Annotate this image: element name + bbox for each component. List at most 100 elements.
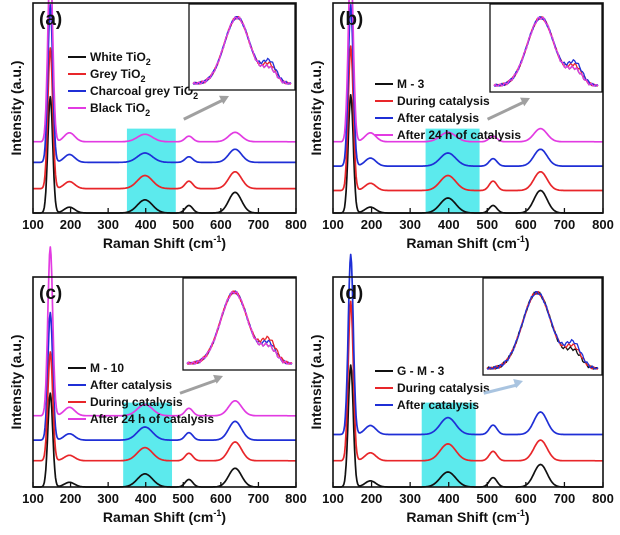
x-tick-label: 400 bbox=[438, 491, 460, 506]
inset-series-line bbox=[493, 16, 599, 87]
chart-panel-c: 100 200 300 400 500 600 700 800 Raman Shift (cm-… bbox=[8, 246, 307, 525]
chart-panel-a: 100 200 300 400 500 600 700 800 Raman Shift (cm-… bbox=[8, 0, 307, 251]
inset-series-line bbox=[186, 291, 293, 365]
series-line bbox=[332, 253, 604, 436]
highlight-region bbox=[123, 402, 173, 487]
legend-label: During catalysis bbox=[397, 381, 490, 395]
series-line bbox=[32, 0, 297, 143]
x-tick-label: 200 bbox=[361, 491, 383, 506]
x-tick-label: 600 bbox=[515, 217, 537, 232]
x-tick-label: 700 bbox=[248, 491, 270, 506]
legend-label: M - 10 bbox=[90, 361, 124, 375]
panel-label: (c) bbox=[39, 283, 62, 304]
legend-label: After catalysis bbox=[397, 111, 479, 125]
zoom-arrow bbox=[179, 378, 218, 395]
x-axis-label-sup: -1 bbox=[517, 508, 525, 518]
x-axis-label-tail: ) bbox=[221, 509, 226, 525]
panel-label: (d) bbox=[339, 283, 363, 304]
legend-label: White TiO2 bbox=[90, 50, 151, 67]
x-tick-label: 700 bbox=[248, 217, 270, 232]
x-tick-label: 500 bbox=[172, 491, 194, 506]
x-axis-label-sup: -1 bbox=[213, 508, 221, 518]
x-tick-label: 500 bbox=[476, 217, 498, 232]
x-axis-label-tail: ) bbox=[525, 235, 530, 251]
x-tick-label: 600 bbox=[210, 217, 232, 232]
x-tick-label: 700 bbox=[554, 491, 576, 506]
x-axis-label-sup: -1 bbox=[517, 234, 525, 244]
legend-label: M - 3 bbox=[397, 77, 425, 91]
x-tick-label: 800 bbox=[285, 491, 307, 506]
highlight-region bbox=[425, 128, 480, 213]
x-axis-label-main: Raman Shift (cm bbox=[103, 509, 213, 525]
x-tick-label: 100 bbox=[322, 491, 344, 506]
inset-series-line bbox=[192, 16, 292, 85]
legend-label: During catalysis bbox=[397, 94, 490, 108]
x-tick-label: 800 bbox=[592, 491, 614, 506]
x-tick-label: 300 bbox=[399, 491, 421, 506]
legend-label-main: Grey TiO bbox=[90, 67, 140, 81]
plot-frame bbox=[332, 276, 604, 488]
legend-label: During catalysis bbox=[90, 395, 183, 409]
legend-label-sub: 2 bbox=[140, 74, 145, 84]
x-tick-label: 600 bbox=[515, 491, 537, 506]
x-axis-label-tail: ) bbox=[221, 235, 226, 251]
legend-label-main: White TiO bbox=[90, 50, 146, 64]
x-axis-label-sup: -1 bbox=[213, 234, 221, 244]
series-line bbox=[32, 4, 297, 164]
x-axis-label-tail: ) bbox=[525, 509, 530, 525]
series-line bbox=[332, 300, 604, 462]
panel-label: (b) bbox=[339, 9, 363, 30]
series-line bbox=[332, 4, 604, 167]
inset-series-line bbox=[487, 291, 599, 370]
legend-label-sub: 2 bbox=[146, 57, 151, 67]
x-tick-label: 800 bbox=[285, 217, 307, 232]
x-tick-label: 100 bbox=[22, 217, 44, 232]
plot-frame bbox=[332, 2, 604, 214]
zoom-arrow-head bbox=[219, 95, 229, 105]
legend-label-sub: 2 bbox=[145, 108, 150, 118]
x-tick-label: 100 bbox=[22, 491, 44, 506]
legend-label-sub: 2 bbox=[193, 91, 198, 101]
legend-label-main: Black TiO bbox=[90, 101, 145, 115]
x-tick-label: 200 bbox=[361, 217, 383, 232]
x-tick-label: 500 bbox=[172, 217, 194, 232]
x-tick-label: 200 bbox=[60, 491, 82, 506]
plot-frame bbox=[32, 276, 297, 488]
legend-label: G - M - 3 bbox=[397, 364, 445, 378]
zoom-arrow bbox=[483, 383, 518, 395]
x-tick-label: 100 bbox=[322, 217, 344, 232]
x-tick-label: 400 bbox=[135, 491, 157, 506]
x-axis-label: Raman Shift (cm-1) bbox=[103, 508, 226, 525]
x-tick-label: 800 bbox=[592, 217, 614, 232]
x-tick-label: 200 bbox=[60, 217, 82, 232]
legend-label-main: Charcoal grey TiO bbox=[90, 84, 193, 98]
x-tick-label: 300 bbox=[97, 217, 119, 232]
x-tick-label: 300 bbox=[399, 217, 421, 232]
y-axis-label: Intensity (a.u.) bbox=[308, 335, 324, 430]
x-tick-label: 500 bbox=[476, 491, 498, 506]
legend-label: Charcoal grey TiO2 bbox=[90, 84, 198, 101]
legend-label: Grey TiO2 bbox=[90, 67, 145, 84]
panel-label: (a) bbox=[39, 9, 62, 30]
plot-frame bbox=[32, 2, 297, 214]
legend-label: After 24 h of catalysis bbox=[90, 412, 214, 426]
x-tick-label: 700 bbox=[554, 217, 576, 232]
legend-label: After catalysis bbox=[90, 378, 172, 392]
series-line bbox=[32, 47, 297, 190]
legend-label: Black TiO2 bbox=[90, 101, 150, 118]
zoom-arrow bbox=[486, 100, 525, 121]
zoom-arrow-head bbox=[520, 97, 530, 107]
x-tick-label: 400 bbox=[135, 217, 157, 232]
x-axis-label: Raman Shift (cm-1) bbox=[406, 508, 529, 525]
legend-label: After 24 h of catalysis bbox=[397, 128, 521, 142]
series-line bbox=[332, 0, 604, 143]
x-axis-label: Raman Shift (cm-1) bbox=[103, 234, 226, 251]
x-axis-label: Raman Shift (cm-1) bbox=[406, 234, 529, 251]
x-axis-label-main: Raman Shift (cm bbox=[103, 235, 213, 251]
zoom-arrow bbox=[183, 98, 224, 121]
zoom-arrow-head bbox=[213, 374, 223, 384]
highlight-region bbox=[126, 128, 176, 213]
legend-label: After catalysis bbox=[397, 398, 479, 412]
chart-panel-b: 100 200 300 400 500 600 700 800 Raman Shift (cm-… bbox=[308, 0, 614, 251]
